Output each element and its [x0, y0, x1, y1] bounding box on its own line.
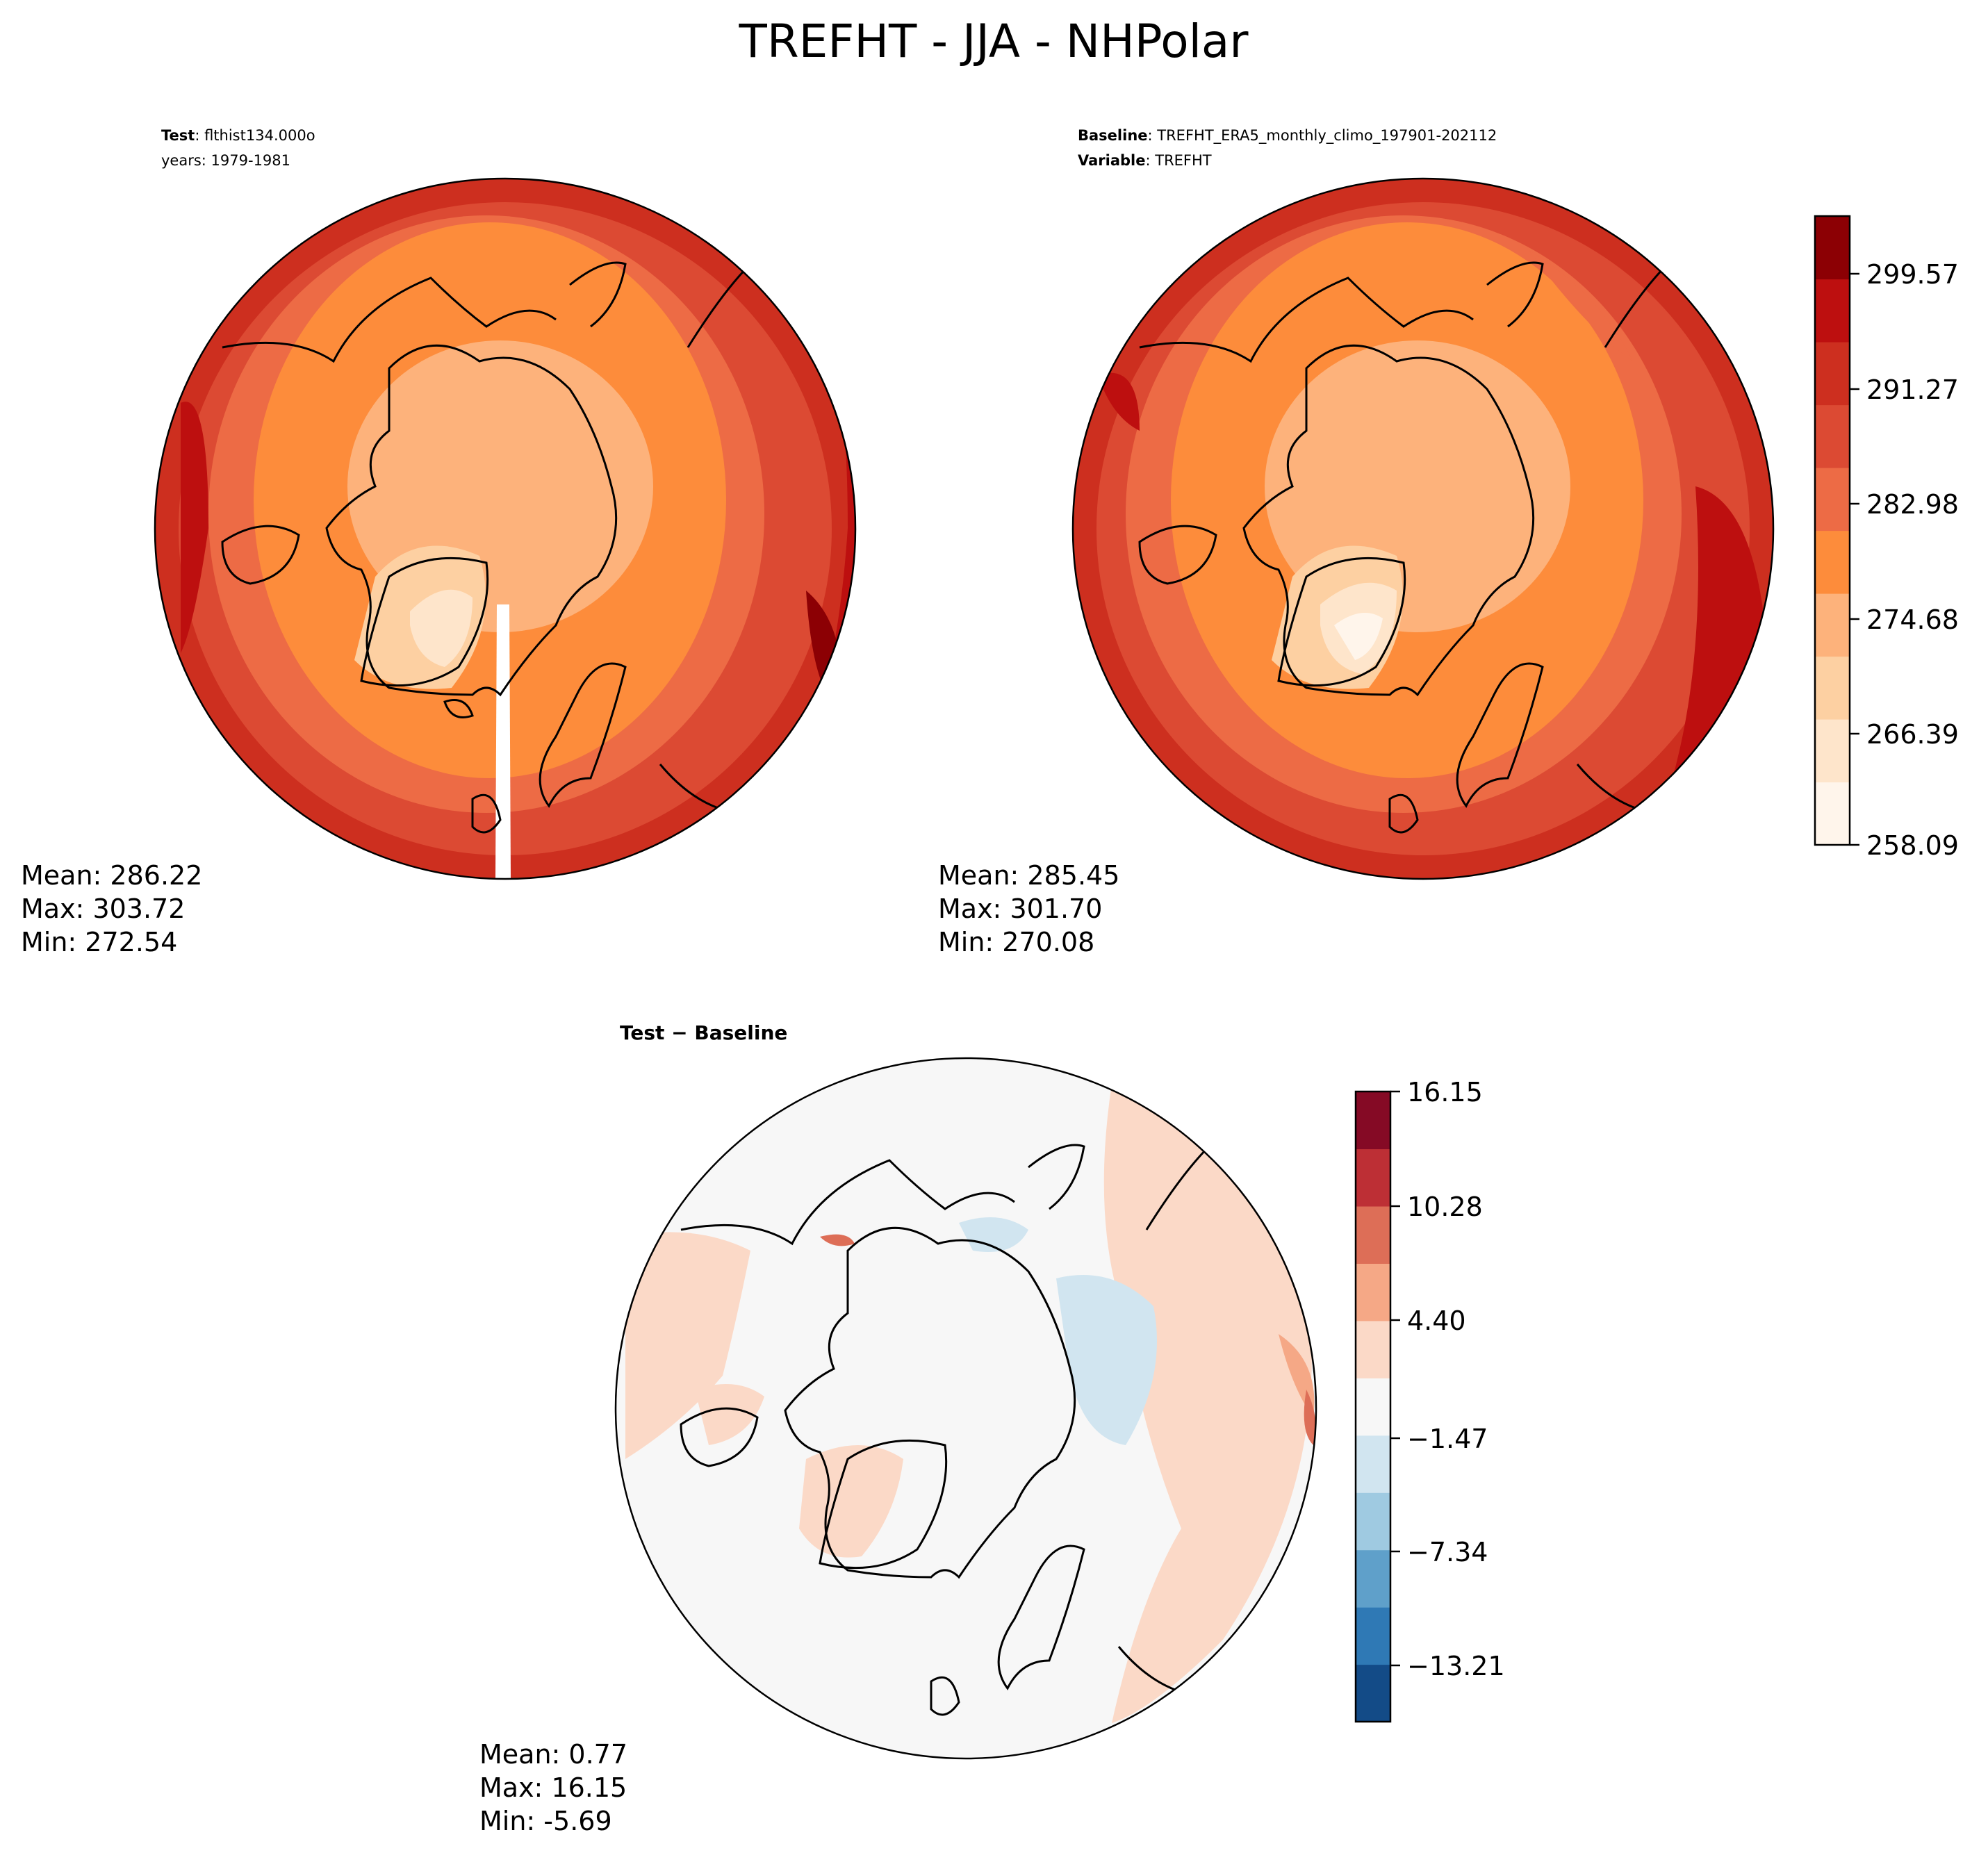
diff-map-border — [614, 1057, 1317, 1760]
main-colorbar-tick-label: 291.27 — [1866, 374, 1959, 405]
diff-panel: Test − Baseline Mean: 0.77 Max: — [479, 1021, 1317, 1836]
colorbar-band — [1356, 1320, 1390, 1378]
colorbar-band — [1815, 342, 1850, 406]
colorbar-band — [1356, 1549, 1390, 1608]
main-colorbar-tick-label: 258.09 — [1866, 830, 1959, 861]
figure-title: TREFHT - JJA - NHPolar — [739, 15, 1249, 68]
main-colorbar-tick-label: 299.57 — [1866, 259, 1959, 290]
test-label-bold: Test — [161, 127, 195, 144]
test-coastlines — [221, 261, 787, 869]
test-panel: Test: flthist134.000o years: 1979-1981 — [21, 127, 857, 957]
colorbar-band — [1815, 656, 1850, 720]
diff-colorbar-tick-label: 4.40 — [1407, 1306, 1466, 1336]
colorbar-band — [1815, 593, 1850, 657]
baseline-stat-min: Min: 270.08 — [938, 927, 1094, 957]
colorbar-band — [1815, 530, 1850, 594]
colorbar-band — [1815, 719, 1850, 783]
diff-stat-mean: Mean: 0.77 — [479, 1739, 627, 1770]
diff-colorbar-bands — [1356, 1092, 1390, 1722]
diff-map — [616, 1058, 1316, 1759]
baseline-label-value: : TREFHT_ERA5_monthly_climo_197901-20211… — [1148, 127, 1497, 145]
diff-colorbar: 16.15 10.28 4.40 −1.47 −7.34 −13.21 — [1354, 1077, 1505, 1723]
baseline-label-bold2: Variable — [1078, 152, 1145, 169]
colorbar-band — [1815, 782, 1850, 846]
diff-colorbar-frame — [1354, 1090, 1392, 1723]
test-label-line1: Test: flthist134.000o — [161, 127, 315, 144]
diff-colorbar-tick-label: −7.34 — [1407, 1537, 1488, 1567]
colorbar-band — [1356, 1492, 1390, 1551]
colorbar-band — [1356, 1263, 1390, 1321]
diff-coastlines — [680, 1144, 1245, 1752]
test-label-value: : flthist134.000o — [195, 127, 315, 144]
diff-stat-min: Min: -5.69 — [479, 1806, 612, 1836]
test-map — [155, 179, 855, 879]
baseline-stat-mean: Mean: 285.45 — [938, 860, 1119, 891]
test-stat-mean: Mean: 286.22 — [21, 860, 202, 891]
colorbar-band — [1356, 1378, 1390, 1436]
colorbar-band — [1815, 279, 1850, 343]
main-colorbar-tick-label: 282.98 — [1866, 489, 1959, 520]
colorbar-band — [1356, 1664, 1390, 1722]
baseline-panel: Baseline: TREFHT_ERA5_monthly_climo_1979… — [938, 127, 1775, 957]
main-colorbar-tick-label: 274.68 — [1866, 604, 1959, 635]
main-colorbar-frame — [1814, 215, 1851, 846]
main-colorbar-bands — [1815, 216, 1850, 846]
baseline-label-bold: Baseline — [1078, 127, 1148, 144]
colorbar-band — [1356, 1607, 1390, 1665]
test-stat-max: Max: 303.72 — [21, 893, 185, 924]
baseline-label-value2: : TREFHT — [1145, 152, 1211, 169]
diff-stat-max: Max: 16.15 — [479, 1772, 627, 1803]
diff-colorbar-tick-label: 10.28 — [1407, 1192, 1483, 1222]
diff-colorbar-tick-label: −13.21 — [1407, 1651, 1505, 1681]
colorbar-band — [1815, 404, 1850, 468]
baseline-label-line1: Baseline: TREFHT_ERA5_monthly_climo_1979… — [1078, 127, 1497, 145]
test-map-border — [154, 177, 857, 880]
test-stat-min: Min: 272.54 — [21, 927, 177, 957]
diff-colorbar-tick-label: −1.47 — [1407, 1424, 1488, 1454]
colorbar-band — [1356, 1435, 1390, 1493]
main-colorbar: 299.57 291.27 282.98 274.68 266.39 258.0… — [1814, 215, 1959, 861]
colorbar-band — [1356, 1092, 1390, 1150]
main-colorbar-ticks — [1850, 272, 1859, 846]
baseline-map — [1073, 179, 1773, 879]
colorbar-band — [1356, 1205, 1390, 1264]
diff-label: Test − Baseline — [620, 1021, 787, 1044]
diff-colorbar-tick-label: 16.15 — [1407, 1077, 1483, 1107]
baseline-label-line2: Variable: TREFHT — [1078, 152, 1212, 169]
diff-colorbar-ticks — [1390, 1090, 1400, 1667]
colorbar-band — [1815, 216, 1850, 280]
colorbar-band — [1815, 468, 1850, 532]
test-label-line2: years: 1979-1981 — [161, 152, 290, 169]
colorbar-band — [1356, 1148, 1390, 1207]
main-colorbar-tick-label: 266.39 — [1866, 719, 1959, 750]
baseline-map-border — [1071, 177, 1775, 880]
baseline-stat-max: Max: 301.70 — [938, 893, 1102, 924]
